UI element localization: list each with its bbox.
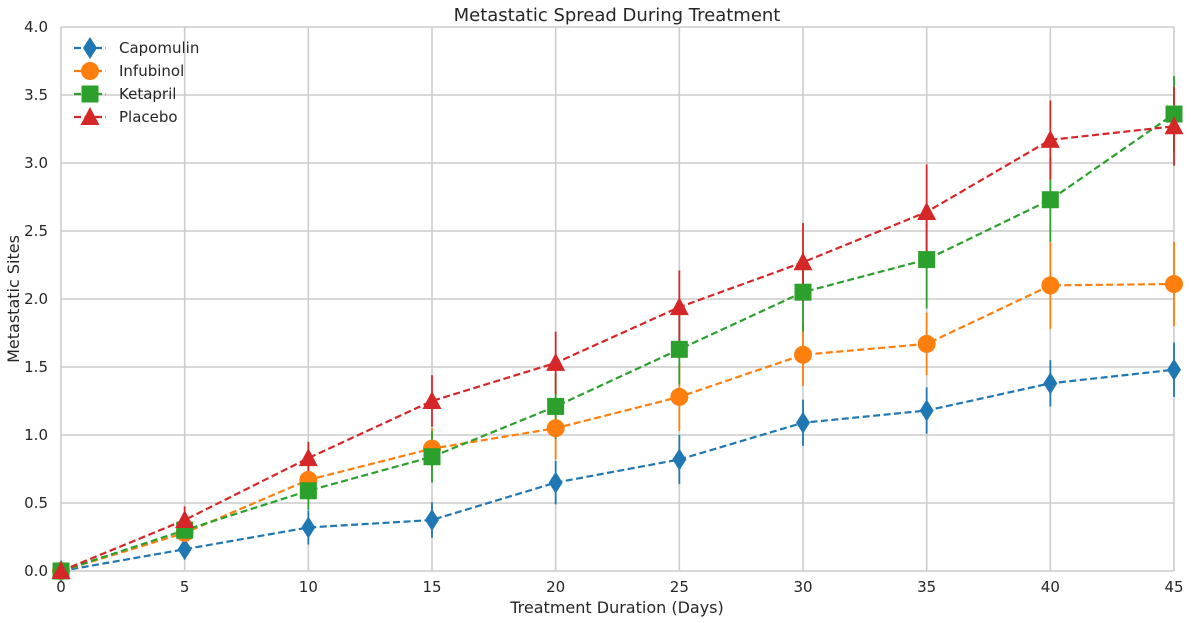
x-tick-label: 15 <box>422 578 441 596</box>
legend-swatch-marker <box>83 37 97 59</box>
y-tick-label: 0.0 <box>24 562 48 580</box>
legend-item-ketapril: Ketapril <box>74 85 176 103</box>
capomulin-data-point <box>548 471 563 494</box>
y-tick-label: 0.5 <box>24 494 48 512</box>
grid <box>60 26 1175 572</box>
ketapril-data-point <box>794 283 812 301</box>
placebo-data-point <box>917 201 937 220</box>
capomulin-data-point <box>1167 358 1181 381</box>
series-markers <box>51 105 1184 582</box>
x-tick-label: 5 <box>180 578 190 596</box>
legend-swatch-marker <box>81 85 99 103</box>
ketapril-data-point <box>1165 105 1183 123</box>
infubinol-data-point <box>794 345 812 364</box>
placebo-data-point <box>1040 129 1060 148</box>
capomulin-data-point <box>177 538 192 561</box>
legend-swatch-marker <box>80 107 100 125</box>
legend-item-placebo: Placebo <box>74 107 178 126</box>
placebo-series-line <box>60 125 1175 573</box>
placebo-data-point <box>51 561 71 579</box>
ketapril-data-point <box>423 448 441 466</box>
capomulin-data-point <box>672 448 687 471</box>
legend-label: Ketapril <box>119 85 176 103</box>
ketapril-data-point <box>299 482 317 500</box>
legend-item-capomulin: Capomulin <box>74 37 199 59</box>
infubinol-data-point <box>670 387 689 406</box>
ketapril-data-point <box>547 397 565 415</box>
legend-label: Infubinol <box>119 62 184 80</box>
y-tick-label: 3.0 <box>24 154 48 172</box>
placebo-data-point <box>422 391 442 409</box>
x-tick-label: 40 <box>1041 578 1060 596</box>
x-tick-label: 0 <box>56 578 66 596</box>
legend-label: Capomulin <box>119 39 199 57</box>
placebo-data-point <box>298 448 318 467</box>
infubinol-series-line <box>60 282 1175 573</box>
placebo-data-point <box>1164 116 1184 135</box>
infubinol-data-point <box>1041 276 1060 295</box>
y-tick-label: 2.0 <box>24 290 48 308</box>
ketapril-series-line <box>60 113 1175 573</box>
legend-item-infubinol: Infubinol <box>74 62 184 80</box>
x-tick-label: 45 <box>1164 578 1183 596</box>
x-tick-label: 25 <box>670 578 689 596</box>
tick-labels: 0 5 10 15 20 25 30 35 40 45 0.0 0.5 1.0 1.5 2.0 2.5 3.0 3… <box>24 18 1183 596</box>
x-tick-label: 10 <box>299 578 318 596</box>
placebo-data-point <box>793 252 813 271</box>
y-tick-label: 2.5 <box>24 222 48 240</box>
legend: Capomulin Infubinol Ketapril Placebo <box>74 37 199 126</box>
x-axis-label: Treatment Duration (Days) <box>509 598 724 617</box>
chart-title: Metastatic Spread During Treatment <box>454 5 781 26</box>
y-tick-label: 1.0 <box>24 426 48 444</box>
placebo-data-point <box>669 297 689 316</box>
y-tick-label: 3.5 <box>24 86 48 104</box>
y-axis-label: Metastatic Sites <box>4 235 23 363</box>
series-lines <box>60 113 1175 573</box>
ketapril-data-point <box>670 340 688 358</box>
legend-swatch-marker <box>81 62 99 80</box>
x-tick-label: 20 <box>546 578 565 596</box>
infubinol-data-point <box>917 334 936 353</box>
y-tick-label: 4.0 <box>24 18 48 36</box>
ketapril-data-point <box>918 251 936 269</box>
y-tick-label: 1.5 <box>24 358 48 376</box>
capomulin-data-point <box>919 399 934 422</box>
capomulin-data-point <box>796 411 810 434</box>
infubinol-data-point <box>1165 275 1183 294</box>
x-tick-label: 35 <box>917 578 936 596</box>
ketapril-data-point <box>1041 191 1059 209</box>
placebo-data-point <box>175 510 195 528</box>
infubinol-data-point <box>546 419 565 438</box>
x-tick-label: 30 <box>793 578 812 596</box>
capomulin-data-point <box>425 509 439 531</box>
capomulin-series-line <box>60 368 1175 573</box>
legend-label: Placebo <box>119 108 178 126</box>
placebo-data-point <box>546 352 566 371</box>
capomulin-data-point <box>1043 372 1058 395</box>
capomulin-data-point <box>301 516 316 539</box>
